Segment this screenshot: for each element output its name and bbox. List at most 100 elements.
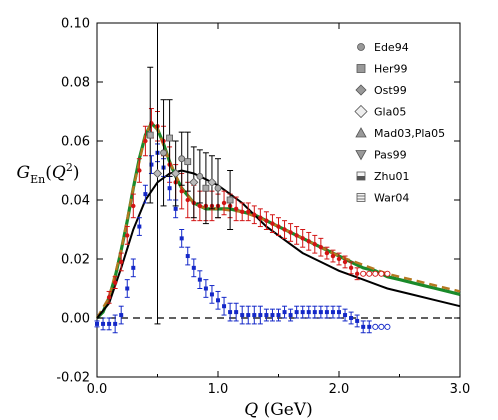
data-point bbox=[270, 221, 275, 226]
data-point bbox=[372, 323, 379, 330]
data-point bbox=[300, 310, 305, 315]
experiment-point bbox=[166, 134, 174, 142]
experiment-point bbox=[226, 196, 234, 204]
data-point bbox=[131, 203, 136, 209]
data-point bbox=[264, 313, 269, 318]
data-point bbox=[349, 316, 354, 320]
data-point bbox=[179, 188, 184, 194]
legend-marker-circle bbox=[357, 43, 365, 51]
data-point bbox=[384, 323, 391, 330]
data-points bbox=[94, 22, 391, 334]
data-point bbox=[137, 224, 142, 229]
data-point bbox=[222, 304, 227, 309]
data-point bbox=[233, 206, 239, 212]
data-point bbox=[336, 256, 342, 262]
data-point bbox=[191, 265, 196, 270]
legend-item: War04 bbox=[356, 192, 409, 205]
data-point bbox=[185, 197, 190, 203]
data-point bbox=[300, 236, 305, 241]
y-tick-label: 0.02 bbox=[61, 253, 90, 268]
data-point bbox=[348, 265, 354, 271]
data-point bbox=[113, 321, 118, 326]
legend-marker-square-half-fill bbox=[357, 176, 365, 180]
data-point bbox=[209, 292, 214, 297]
data-point bbox=[119, 259, 124, 265]
legend-label: Mad03,Pla05 bbox=[374, 127, 445, 140]
data-point bbox=[372, 270, 379, 277]
y-tick-label: 0.06 bbox=[61, 135, 90, 150]
data-point bbox=[246, 209, 251, 214]
legend-item: Gla05 bbox=[354, 104, 406, 119]
data-point bbox=[330, 310, 335, 315]
axes: 0.0 1.0 2.0 3.0 -0.02 0.00 0.02 0.04 0.06 0.08 0.1… bbox=[56, 17, 470, 398]
data-point bbox=[252, 313, 257, 318]
legend-marker-square bbox=[356, 64, 366, 73]
x-tick-label: 0.0 bbox=[87, 382, 108, 397]
experiment-point bbox=[152, 168, 163, 179]
data-point bbox=[318, 310, 323, 315]
data-point bbox=[324, 250, 330, 256]
legend-marker-triangle-up bbox=[355, 127, 367, 138]
data-point bbox=[294, 310, 299, 315]
data-point bbox=[312, 242, 317, 247]
data-point bbox=[240, 209, 245, 214]
x-tick-label: 2.0 bbox=[329, 382, 350, 397]
experiment-point bbox=[196, 172, 204, 180]
y-tick-label: 0.04 bbox=[61, 194, 90, 209]
legend-marker-diamond-large bbox=[354, 104, 368, 119]
data-point bbox=[378, 323, 385, 330]
data-point bbox=[282, 310, 287, 315]
data-point bbox=[378, 270, 385, 277]
legend-label: Ede94 bbox=[374, 41, 409, 54]
data-point bbox=[240, 313, 245, 318]
data-point bbox=[312, 310, 317, 315]
data-point bbox=[197, 277, 202, 282]
data-point bbox=[197, 203, 203, 209]
y-axis-label: GEn(Q2) bbox=[17, 161, 80, 186]
data-point bbox=[119, 313, 124, 318]
legend-marker-square-lines bbox=[356, 193, 366, 202]
legend-item: Her99 bbox=[356, 63, 408, 76]
data-point bbox=[318, 245, 324, 250]
experiment-point bbox=[207, 177, 217, 187]
experiment-point bbox=[184, 158, 192, 166]
data-point bbox=[276, 224, 281, 229]
data-point bbox=[185, 254, 190, 259]
data-point bbox=[101, 321, 106, 326]
data-point bbox=[228, 310, 233, 315]
experiment-point bbox=[178, 155, 186, 163]
experiment-point bbox=[202, 184, 210, 192]
data-point bbox=[330, 253, 336, 259]
legend-item: Ede94 bbox=[357, 41, 409, 54]
data-point bbox=[167, 186, 172, 191]
legend-item: Pas99 bbox=[355, 149, 407, 162]
legend-label: Zhu01 bbox=[374, 170, 409, 183]
data-point bbox=[246, 313, 251, 318]
data-point bbox=[361, 324, 366, 329]
data-point bbox=[288, 230, 293, 235]
legend-label: Gla05 bbox=[374, 106, 406, 119]
legend-item: Ost99 bbox=[355, 84, 407, 97]
data-point bbox=[112, 280, 118, 285]
x-tick-label: 3.0 bbox=[450, 382, 471, 397]
experiment-point bbox=[189, 177, 199, 187]
y-tick-label: 0.00 bbox=[61, 312, 90, 327]
data-point bbox=[270, 313, 275, 318]
legend-item: Mad03,Pla05 bbox=[355, 127, 445, 140]
legend: Ede94 Her99 Ost99 Gla05 Mad03,Pla05 Pas99 Zhu0… bbox=[354, 41, 445, 205]
x-tick-label: 1.0 bbox=[208, 382, 229, 397]
experiment-point bbox=[171, 168, 181, 179]
data-point bbox=[221, 200, 227, 206]
legend-marker-triangle-down bbox=[355, 150, 367, 161]
data-point bbox=[106, 295, 112, 300]
x-axis-label: Q (GeV) bbox=[244, 400, 313, 420]
data-point bbox=[203, 286, 208, 291]
data-point bbox=[125, 233, 130, 238]
data-point bbox=[366, 270, 373, 277]
data-point bbox=[324, 310, 329, 315]
data-point bbox=[367, 324, 372, 329]
data-point bbox=[288, 313, 293, 318]
data-point bbox=[131, 265, 136, 270]
data-point bbox=[343, 313, 348, 318]
